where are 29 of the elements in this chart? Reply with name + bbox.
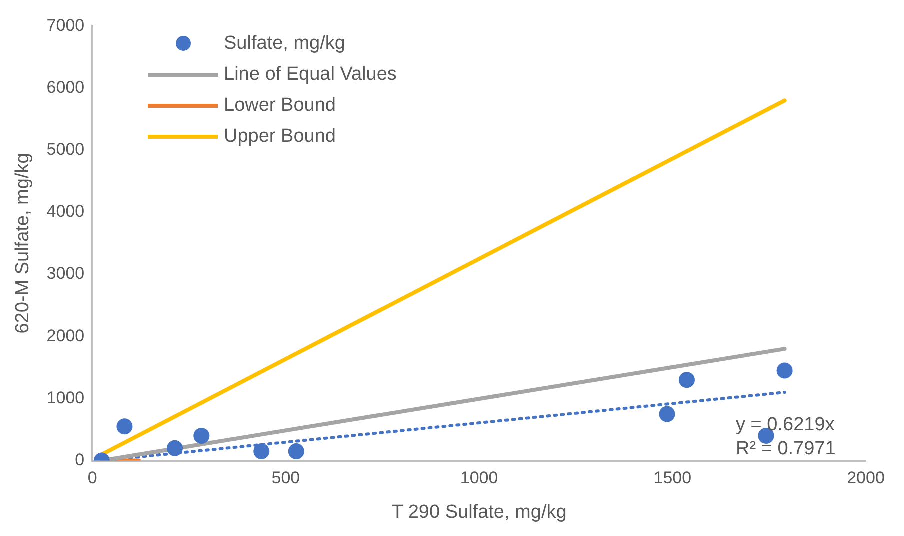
y-tick-label: 5000 [46, 140, 85, 160]
x-tick-label: 1500 [654, 468, 692, 488]
y-tick-label: 3000 [46, 264, 85, 284]
x-tick-label: 0 [88, 468, 98, 488]
legend-label: Upper Bound [224, 125, 336, 149]
y-axis-title: 620-M Sulfate, mg/kg [12, 153, 34, 334]
x-tick-label: 1000 [460, 468, 498, 488]
point [254, 443, 270, 460]
point [116, 418, 133, 435]
y-tick-label: 6000 [46, 78, 85, 97]
y-tick-label: 7000 [46, 16, 85, 35]
point [166, 440, 183, 456]
annotation: y = 0.6219x [736, 414, 836, 436]
y-tick-label: 0 [75, 450, 85, 470]
legend-label: Lower Bound [224, 94, 336, 118]
x-axis-title: T 290 Sulfate, mg/kg [392, 502, 567, 523]
point [678, 372, 695, 388]
x-tick-label: 500 [272, 468, 300, 488]
y-tick-label: 1000 [46, 388, 85, 408]
annotation: R² = 0.7971 [736, 438, 836, 460]
legend-label: Line of Equal Values [224, 63, 397, 87]
point [288, 443, 304, 460]
y-tick-label: 2000 [46, 326, 85, 346]
point [659, 406, 676, 422]
point [776, 362, 793, 379]
legend-label: Sulfate, mg/kg [224, 32, 346, 56]
point [194, 428, 210, 444]
x-tick-label: 2000 [847, 468, 885, 488]
y-tick-label: 4000 [46, 202, 85, 222]
